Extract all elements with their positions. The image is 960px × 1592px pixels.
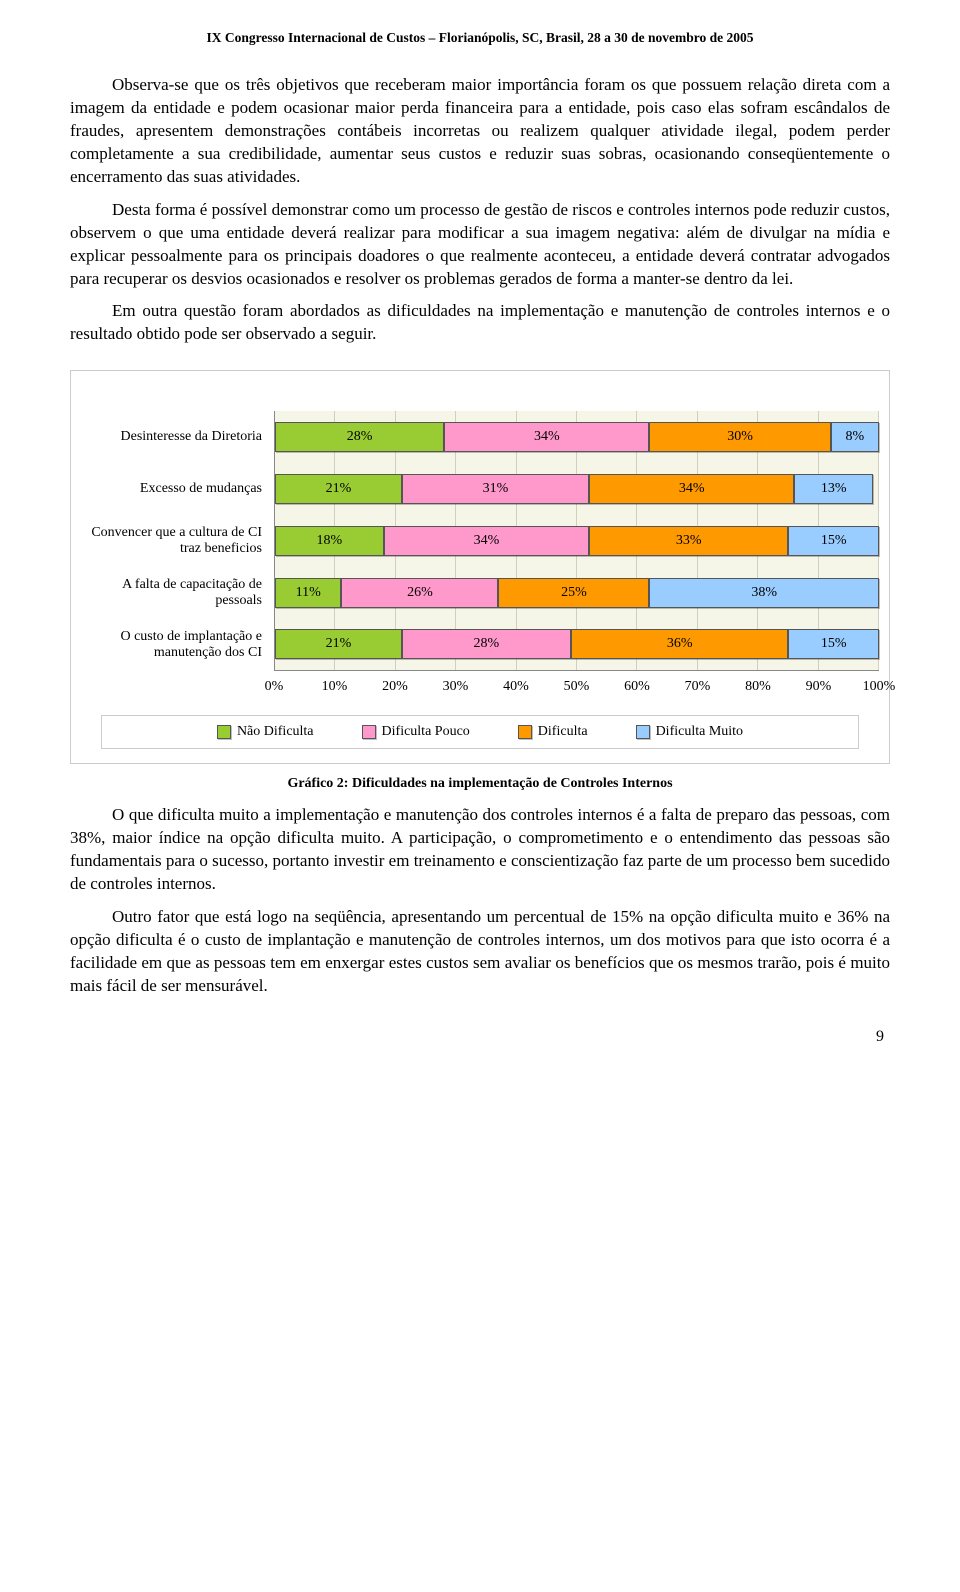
bar-segment: 36% — [571, 629, 788, 659]
paragraph-2: Desta forma é possível demonstrar como u… — [70, 199, 890, 291]
legend-item: Não Dificulta — [217, 724, 314, 740]
x-tick-label: 80% — [745, 679, 771, 695]
difficulties-chart: Desinteresse da Diretoria Excesso de mud… — [70, 370, 890, 764]
legend-label: Dificulta Pouco — [382, 724, 470, 740]
x-tick-label: 20% — [382, 679, 408, 695]
paragraph-4: O que dificulta muito a implementação e … — [70, 804, 890, 896]
x-tick-label: 70% — [685, 679, 711, 695]
bar-segment: 8% — [831, 422, 879, 452]
y-label: Excesso de mudanças — [81, 463, 266, 515]
paragraph-3: Em outra questão foram abordados as difi… — [70, 300, 890, 346]
bar-row: 11%26%25%38% — [275, 567, 879, 619]
bar-segment: 33% — [589, 526, 788, 556]
paragraph-1: Observa-se que os três objetivos que rec… — [70, 74, 890, 189]
bar-segment: 13% — [794, 474, 873, 504]
legend-swatch — [362, 725, 376, 739]
legend-swatch — [217, 725, 231, 739]
legend-swatch — [518, 725, 532, 739]
bar-segment: 15% — [788, 526, 879, 556]
bar-segment: 34% — [444, 422, 649, 452]
bar-segment: 25% — [498, 578, 649, 608]
bar-segment: 34% — [384, 526, 589, 556]
bar-segment: 18% — [275, 526, 384, 556]
x-tick-label: 90% — [806, 679, 832, 695]
bar-segment: 34% — [589, 474, 794, 504]
chart-body: Desinteresse da Diretoria Excesso de mud… — [81, 411, 879, 697]
bar-segment: 11% — [275, 578, 341, 608]
bar-segment: 21% — [275, 474, 402, 504]
y-axis-labels: Desinteresse da Diretoria Excesso de mud… — [81, 411, 266, 697]
bar-segment: 38% — [649, 578, 879, 608]
bar-segment: 28% — [275, 422, 444, 452]
bar-row: 21%28%36%15% — [275, 619, 879, 671]
bar-row: 18%34%33%15% — [275, 515, 879, 567]
legend-item: Dificulta Muito — [636, 724, 744, 740]
plot-area: 28%34%30%8%21%31%34%13%18%34%33%15%11%26… — [274, 411, 879, 671]
bar-segment: 31% — [402, 474, 589, 504]
legend-item: Dificulta Pouco — [362, 724, 470, 740]
bar-segment: 28% — [402, 629, 571, 659]
legend-label: Não Dificulta — [237, 724, 314, 740]
bars-layer: 28%34%30%8%21%31%34%13%18%34%33%15%11%26… — [275, 411, 879, 670]
bar-row: 28%34%30%8% — [275, 411, 879, 463]
page-header: IX Congresso Internacional de Custos – F… — [70, 30, 890, 46]
x-tick-label: 50% — [564, 679, 590, 695]
x-tick-label: 30% — [443, 679, 469, 695]
legend-label: Dificulta — [538, 724, 588, 740]
plot-wrap: 28%34%30%8%21%31%34%13%18%34%33%15%11%26… — [274, 411, 879, 697]
x-tick-label: 40% — [503, 679, 529, 695]
paragraph-5: Outro fator que está logo na seqüência, … — [70, 906, 890, 998]
x-axis-ticks: 0%10%20%30%40%50%60%70%80%90%100% — [274, 679, 879, 697]
legend-label: Dificulta Muito — [656, 724, 744, 740]
legend-swatch — [636, 725, 650, 739]
x-tick-label: 10% — [322, 679, 348, 695]
x-tick-label: 60% — [624, 679, 650, 695]
y-label: Convencer que a cultura de CI traz benef… — [81, 515, 266, 567]
bar-row: 21%31%34%13% — [275, 463, 879, 515]
x-tick-label: 0% — [265, 679, 284, 695]
y-label: A falta de capacitação de pessoals — [81, 567, 266, 619]
y-label: Desinteresse da Diretoria — [81, 411, 266, 463]
bar-segment: 21% — [275, 629, 402, 659]
page-number: 9 — [70, 1028, 890, 1046]
bar-segment: 15% — [788, 629, 879, 659]
x-tick-label: 100% — [863, 679, 896, 695]
legend-item: Dificulta — [518, 724, 588, 740]
bar-segment: 30% — [649, 422, 830, 452]
bar-segment: 26% — [341, 578, 498, 608]
y-label: O custo de implantação e manutenção dos … — [81, 619, 266, 671]
chart-caption: Gráfico 2: Dificuldades na implementação… — [70, 776, 890, 792]
chart-legend: Não Dificulta Dificulta Pouco Dificulta … — [101, 715, 859, 749]
